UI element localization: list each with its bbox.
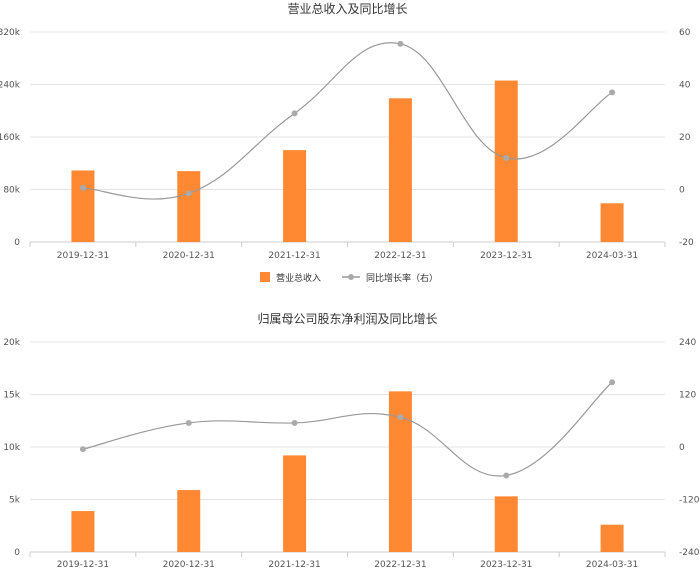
x-tick-label: 2021-12-31 [268,560,320,570]
line-point [397,414,404,421]
line-point [503,472,510,479]
x-tick-label: 2022-12-31 [374,251,426,261]
y-left-tick-label: 20k [3,338,20,348]
line-point [291,419,298,426]
y-left-tick-label: 5k [9,496,21,506]
y-right-tick-label: 120 [679,391,696,401]
y-left-tick-label: 0 [14,238,20,248]
chart-1: 营业总收入及同比增长 0 80k 160k 240k 320k -20 0 20 40 60 2019… [0,2,694,284]
x-tick-label: 2024-03-31 [586,251,638,261]
bar [283,455,307,552]
x-tick-label: 2021-12-31 [268,251,320,261]
y-right-tick-label: 240 [679,338,696,348]
bar [388,98,412,242]
bar [177,171,201,242]
bar [600,203,624,242]
x-tick-label: 2019-12-31 [57,560,109,570]
bar [494,496,518,552]
y-right-tick-label: 0 [679,186,685,196]
bar [283,150,307,242]
line-point [397,40,404,47]
legend-bar-swatch [260,272,270,282]
bar [600,524,624,552]
growth-line [82,42,613,200]
y-right-tick-label: 0 [679,443,685,453]
x-tick-label: 2020-12-31 [163,560,215,570]
bar [177,490,201,552]
bar [71,170,95,242]
x-tick-label: 2020-12-31 [163,251,215,261]
legend: 营业总收入 同比增长率（右） [260,272,438,284]
chart-title: 归属母公司股东净利润及同比增长 [257,312,437,326]
y-right-tick-label: -20 [679,238,694,248]
y-left-tick-label: 160k [0,133,21,143]
x-tick-label: 2023-12-31 [480,251,532,261]
line-point [609,89,616,96]
chart-title: 营业总收入及同比增长 [287,2,407,16]
bar [494,80,518,242]
chart-2: 归属母公司股东净利润及同比增长 0 5k 10k 15k 20k -240 -120 0 120 2… [3,312,699,570]
y-left-tick-label: 10k [3,443,20,453]
bar [388,391,412,552]
legend-line-marker [348,274,354,280]
line-point [609,379,616,386]
bar [71,511,95,552]
y-left-tick-label: 15k [3,391,20,401]
y-left-tick-label: 0 [14,548,20,558]
x-tick-label: 2019-12-31 [57,251,109,261]
x-tick-label: 2024-03-31 [586,560,638,570]
line-point [79,446,86,453]
y-right-tick-label: 60 [679,28,691,38]
y-left-tick-label: 320k [0,28,21,38]
legend-bar-label: 营业总收入 [276,272,321,284]
line-point [185,419,192,426]
y-right-tick-label: -240 [679,548,700,558]
growth-line [82,381,613,477]
legend-line-label: 同比增长率（右） [366,272,438,284]
line-point [291,110,298,117]
y-right-tick-label: -120 [679,496,700,506]
y-left-tick-label: 240k [0,81,21,91]
y-left-tick-label: 80k [3,186,20,196]
x-tick-label: 2022-12-31 [374,560,426,570]
line-point [185,190,192,197]
line-point [79,184,86,191]
y-right-tick-label: 20 [679,133,691,143]
y-right-tick-label: 40 [679,81,691,91]
line-point [503,155,510,161]
x-tick-label: 2023-12-31 [480,560,532,570]
